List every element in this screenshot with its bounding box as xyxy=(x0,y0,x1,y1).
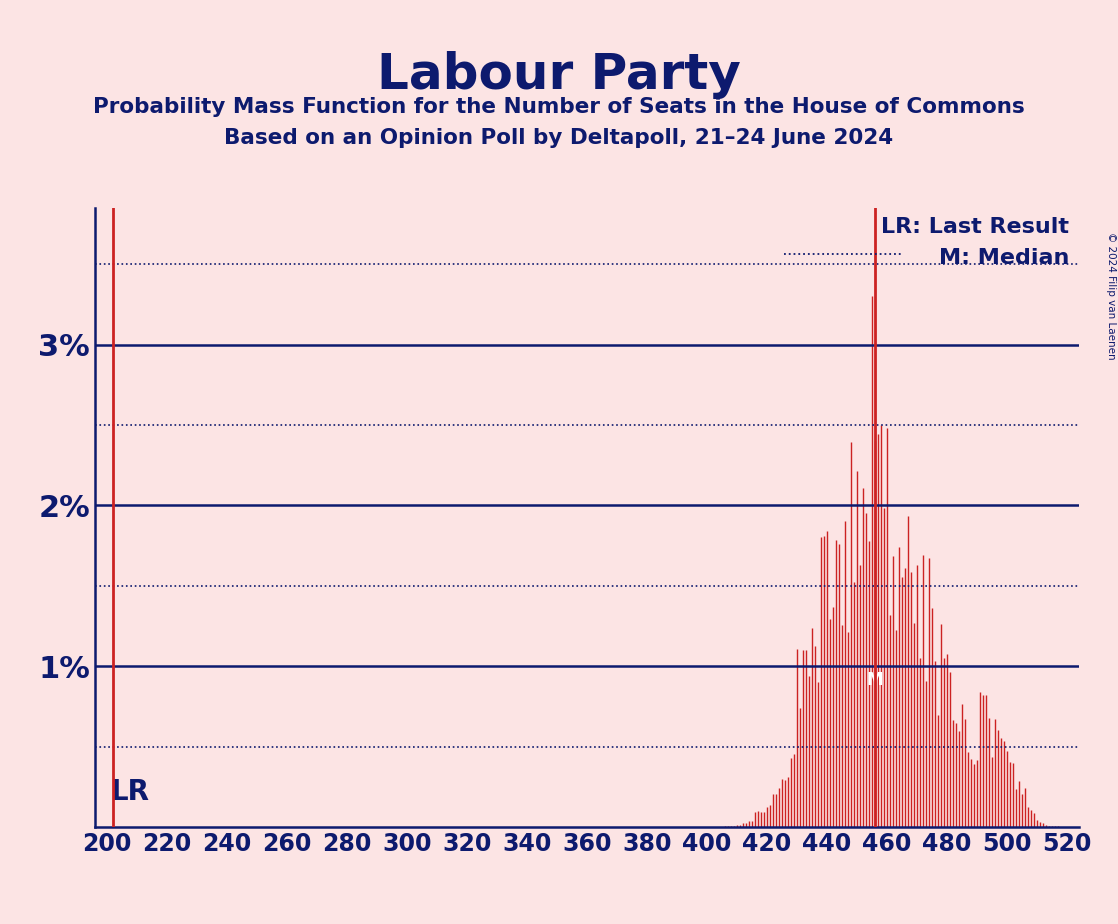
Text: © 2024 Filip van Laenen: © 2024 Filip van Laenen xyxy=(1106,232,1116,359)
Text: M: M xyxy=(866,672,883,689)
Text: LR: Last Result: LR: Last Result xyxy=(881,217,1069,237)
Text: Labour Party: Labour Party xyxy=(377,51,741,99)
Text: M: Median: M: Median xyxy=(939,249,1069,268)
Text: LR: LR xyxy=(110,778,149,806)
Text: Based on an Opinion Poll by Deltapoll, 21–24 June 2024: Based on an Opinion Poll by Deltapoll, 2… xyxy=(225,128,893,148)
Text: Probability Mass Function for the Number of Seats in the House of Commons: Probability Mass Function for the Number… xyxy=(93,97,1025,117)
